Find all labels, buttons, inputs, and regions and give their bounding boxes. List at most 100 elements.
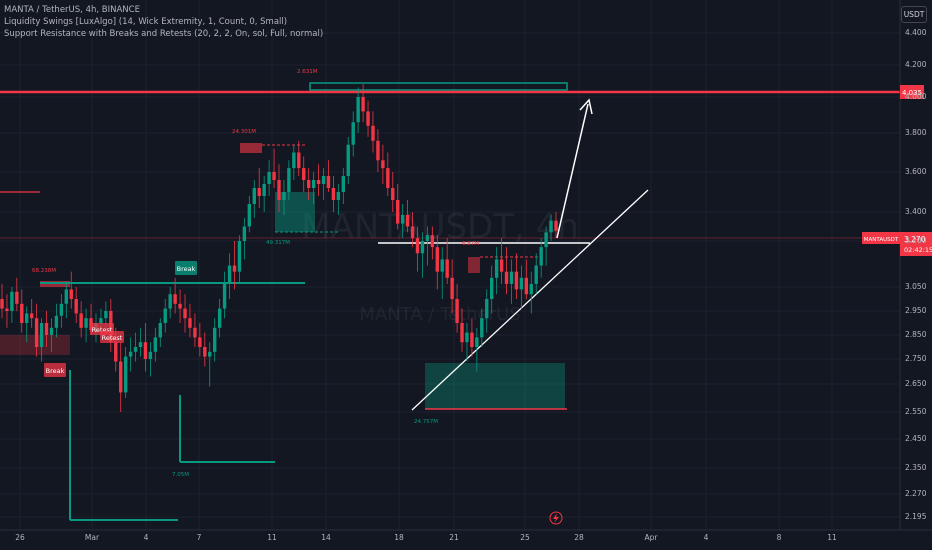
candle-body (336, 192, 341, 200)
candle-body (84, 318, 88, 328)
price-tick: 2.550 (905, 407, 927, 416)
price-tick: 3.200 (905, 236, 927, 245)
candle-body (59, 303, 64, 316)
candle-body (158, 323, 162, 338)
candle-body (306, 180, 311, 188)
candle-body (173, 294, 177, 304)
candle-body (366, 111, 370, 126)
price-tick: 2.850 (905, 330, 927, 339)
legend-indicator-2[interactable]: Support Resistance with Breaks and Retes… (4, 29, 324, 39)
candle-body (396, 200, 400, 224)
candle-body (252, 188, 256, 204)
chart-grid (0, 0, 900, 530)
candle-body (20, 303, 24, 323)
lightning-bolt (553, 513, 559, 523)
candle-body (415, 238, 420, 254)
candle-body (49, 327, 54, 335)
candle-body (440, 259, 444, 272)
candle-body (217, 308, 222, 328)
candle-body (193, 327, 197, 338)
candle-body (287, 168, 291, 192)
candle-body (529, 283, 533, 295)
currency-button[interactable]: USDT (901, 6, 927, 23)
candle-body (208, 351, 212, 357)
break-tag-2-bg (175, 261, 197, 275)
candle-body (470, 332, 474, 347)
candle-body (222, 283, 227, 309)
candle-body (386, 168, 390, 188)
price-tick: 4.200 (905, 60, 927, 69)
resistance-tag: 4.035 (902, 89, 922, 97)
red-zone-2 (240, 143, 262, 153)
candle-body (74, 299, 78, 314)
break-tag-1: Break (46, 367, 65, 375)
candle-body (445, 259, 449, 278)
candle-body (10, 291, 14, 311)
candle-body (430, 235, 435, 248)
candle-body (5, 308, 9, 311)
teal-zone-top (309, 82, 568, 91)
candle-body (465, 332, 469, 343)
candle-body (480, 318, 484, 338)
candle-body (39, 323, 44, 347)
candle-body (519, 277, 524, 290)
candle-body (227, 265, 232, 284)
time-tick: 8 (776, 533, 782, 542)
candle-body (198, 337, 202, 347)
watermark-ticker: MANTAUSDT, 4h (301, 207, 579, 247)
current-price: 3.270 (904, 235, 926, 244)
legend-symbol[interactable]: MANTA / TetherUS, 4h, BINANCE (4, 5, 140, 15)
legend-indicator-1[interactable]: Liquidity Swings [LuxAlgo] (14, Wick Ext… (4, 17, 288, 27)
candle-body (44, 323, 49, 335)
candle-body (69, 289, 73, 299)
watermark-name: MANTA / TetherUS (359, 304, 520, 325)
teal-zone-bottom (425, 363, 565, 409)
candle-body (371, 125, 375, 141)
candle-body (539, 247, 543, 266)
time-tick: 18 (394, 533, 404, 542)
candle-body (376, 140, 380, 161)
candle-body (499, 259, 504, 272)
candle-body (341, 176, 346, 192)
candle-body (514, 271, 519, 290)
candle-body (54, 315, 59, 328)
candle-body (356, 97, 360, 123)
candle-body (133, 347, 138, 352)
candle-body (143, 342, 148, 359)
candle-body (153, 337, 158, 352)
candle-body (460, 323, 464, 343)
vol-label-3: 2.631M (297, 69, 318, 75)
candle-body (489, 277, 494, 299)
candle-body (262, 184, 266, 196)
candle-body (292, 152, 296, 169)
break-tag-1-bg (44, 363, 66, 377)
candle-body (361, 97, 365, 112)
price-tick: 2.750 (905, 354, 927, 363)
candle-body (534, 265, 538, 284)
price-tick: 2.195 (905, 512, 927, 521)
vol-label-1: 68.238M (32, 268, 56, 274)
candle-body (267, 172, 271, 184)
candle-body (346, 144, 350, 176)
price-tick: 2.270 (905, 489, 927, 498)
symbol-tag: MANTAUSDT (864, 237, 899, 243)
break-tag-2: Break (177, 265, 196, 273)
price-tick: 3.050 (905, 282, 927, 291)
candle-body (138, 342, 143, 347)
candle-body (297, 152, 301, 169)
candle-body (272, 172, 276, 180)
candle-body (178, 303, 182, 309)
candle-body (405, 214, 410, 227)
candle-body (321, 176, 326, 184)
retest-tag-1: Retest (92, 326, 113, 334)
vol-label-7: 24.757M (414, 419, 438, 425)
time-tick: Mar (84, 533, 100, 542)
candle-body (15, 291, 19, 304)
candle-body (237, 241, 242, 272)
lightning-icon[interactable] (549, 511, 563, 525)
candle-body (123, 356, 128, 393)
chart-legend: MANTA / TetherUS, 4h, BINANCE Liquidity … (4, 4, 323, 40)
vol-label-6: 7.05M (172, 472, 189, 478)
time-tick: 21 (449, 533, 459, 542)
